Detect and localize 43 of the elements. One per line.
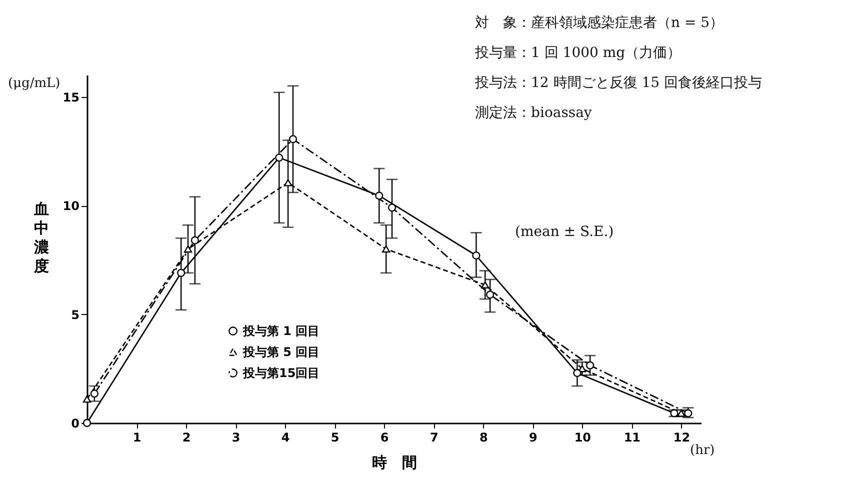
legend-label: 投与第 1 回目 [242,324,320,338]
y-axis-title: 血中濃度 [34,200,50,276]
legend-label: 投与第 5 回目 [242,345,320,359]
x-tick-label: 7 [430,430,438,444]
y-tick-label: 10 [62,199,80,213]
x-tick-label: 10 [574,430,592,444]
text: 対 象：産科領域感染症患者（n = 5） [475,14,724,32]
x-tick-label: 8 [479,430,488,444]
point [382,245,390,253]
legend-label: 投与第15回目 [242,366,320,380]
point [375,192,384,200]
text: (μg/mL) [8,76,60,91]
y-tick-label: 5 [71,308,80,322]
x-axis-title: 時 間 [372,454,417,472]
point [284,179,292,186]
point [586,361,594,370]
x-tick-label: 3 [232,430,240,444]
x-tick-label: 12 [673,430,690,444]
x-tick-label: 6 [380,430,389,444]
point [190,236,200,244]
annotation: 測定法：bioassay [475,104,592,122]
y-tick-label: 0 [71,416,80,430]
x-tick-label: 1 [132,430,142,444]
x-tick-label: 5 [330,430,340,444]
text: (hr) [690,443,715,458]
point [472,251,480,260]
point [481,281,490,288]
x-tick-label: 4 [281,430,290,444]
point [573,368,582,378]
point [177,268,186,277]
x-tick-label: 9 [528,430,538,444]
y-tick-label: 15 [62,90,80,104]
x-tick-label: 2 [182,430,191,444]
point [184,245,192,253]
point [388,204,396,212]
annotation: (mean ± S.E.) [515,224,614,240]
annotation: 投与法：12 時間ごと反復 15 回食後経口投与 [475,74,762,92]
point [288,135,298,144]
x-tick-label: 11 [624,430,641,444]
point [275,154,284,162]
point [90,390,98,398]
text: 投与量：1 回 1000 mg（力価） [475,44,682,62]
point [486,290,494,299]
